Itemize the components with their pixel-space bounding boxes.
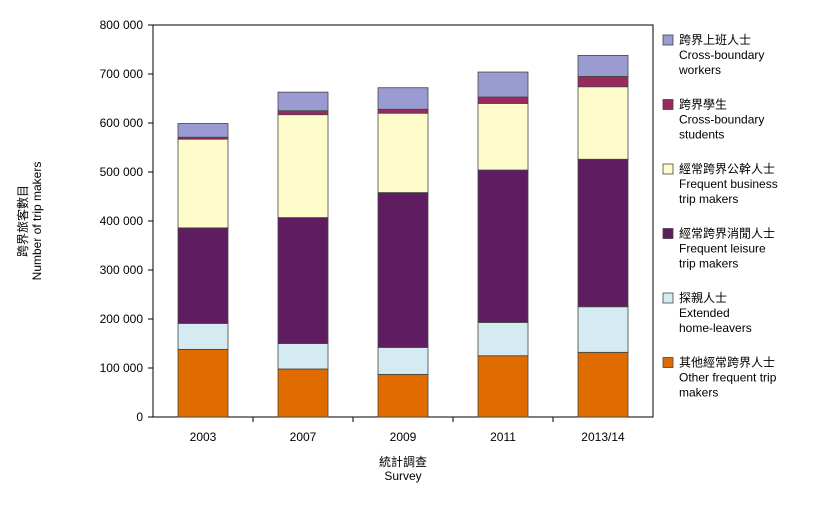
legend-label-series-5: 跨界上班人士 (679, 33, 751, 47)
y-tick-label: 0 (136, 410, 143, 424)
legend-label-series-2: Frequent leisure (679, 242, 766, 256)
bar-segment-2007-series-0 (277, 368, 329, 418)
bar-segment-2009-series-2 (377, 192, 429, 348)
x-tick-label: 2003 (190, 430, 217, 444)
bar-segment-2003-series-0 (177, 348, 229, 418)
bar-segment-2007-series-2 (277, 217, 329, 344)
legend-label-series-2: 經常跨界消閒人士 (679, 227, 775, 241)
legend-label-series-0: Other frequent trip (679, 371, 777, 385)
legend-label-series-1: Extended (679, 306, 730, 320)
y-axis-title-line: Number of trip makers (30, 162, 44, 281)
legend-swatch-series-5 (662, 34, 674, 46)
x-axis: 2003 2007 2009 2011 2013/14 (190, 417, 625, 444)
bar-segment-2009-series-0 (377, 373, 429, 418)
x-axis-title-line: Survey (384, 469, 421, 483)
legend-label-series-1: home-leavers (679, 321, 752, 335)
legend: 跨界上班人士Cross-boundaryworkers跨界學生Cross-bou… (662, 33, 778, 400)
bar-segment-2013-14-series-5 (577, 54, 629, 77)
bar-segment-2007-series-5 (277, 91, 329, 112)
y-tick-label: 300 000 (100, 263, 144, 277)
bar-segment-2003-series-2 (177, 227, 229, 324)
x-tick-label: 2007 (290, 430, 317, 444)
y-axis-title-line: 跨界旅客數目 (15, 185, 30, 257)
bar-segment-2013-14-series-3 (577, 86, 629, 160)
y-tick-label: 700 000 (100, 67, 144, 81)
legend-swatch-series-0 (662, 357, 674, 368)
y-axis: 0 100 000 200 000 300 000 400 000 500 000 600 … (100, 18, 153, 424)
bar-segment-2013-14-series-0 (577, 351, 629, 418)
legend-label-series-3: trip makers (679, 192, 738, 206)
legend-label-series-5: workers (678, 63, 721, 77)
legend-label-series-3: Frequent business (679, 177, 778, 191)
legend-label-series-1: 探親人士 (679, 291, 727, 305)
bar-segment-2011-series-0 (477, 355, 529, 418)
legend-label-series-4: 跨界學生 (679, 98, 727, 112)
y-tick-label: 100 000 (100, 361, 144, 375)
x-tick-label: 2013/14 (581, 430, 625, 444)
y-tick-label: 500 000 (100, 165, 144, 179)
legend-label-series-0: makers (679, 386, 718, 400)
legend-label-series-2: trip makers (679, 257, 738, 271)
y-tick-label: 600 000 (100, 116, 144, 130)
bar-segment-2009-series-5 (377, 87, 429, 110)
bar-segment-2007-series-3 (277, 114, 329, 218)
legend-label-series-4: Cross-boundary (679, 113, 764, 127)
legend-swatch-series-4 (662, 99, 674, 110)
bar-segment-2011-series-1 (477, 322, 529, 357)
x-axis-title-line: 統計調查 (379, 454, 427, 469)
x-tick-label: 2011 (490, 430, 516, 444)
legend-swatch-series-2 (662, 228, 674, 239)
bar-segment-2007-series-1 (277, 343, 329, 370)
legend-label-series-4: students (679, 128, 724, 142)
bar-segment-2009-series-4 (377, 108, 429, 114)
bar-segment-2013-14-series-1 (577, 306, 629, 353)
y-tick-label: 800 000 (100, 18, 144, 32)
bar-segment-2013-14-series-4 (577, 76, 629, 88)
y-tick-label: 400 000 (100, 214, 144, 228)
legend-swatch-series-1 (662, 292, 674, 304)
x-tick-label: 2009 (390, 430, 417, 444)
legend-label-series-3: 經常跨界公幹人士 (679, 161, 775, 176)
legend-label-series-0: 其他經常跨界人士 (679, 356, 775, 370)
bar-segment-2003-series-1 (177, 323, 229, 350)
legend-swatch-series-3 (662, 163, 674, 175)
bar-segment-2011-series-3 (477, 103, 529, 171)
y-tick-label: 200 000 (100, 312, 144, 326)
bar-segment-2011-series-4 (477, 96, 529, 104)
bar-segment-2007-series-4 (277, 110, 329, 116)
bars (177, 54, 629, 418)
bar-segment-2003-series-3 (177, 138, 229, 229)
bar-segment-2011-series-5 (477, 71, 529, 98)
bar-segment-2011-series-2 (477, 169, 529, 323)
legend-label-series-5: Cross-boundary (679, 48, 764, 62)
bar-segment-2009-series-1 (377, 347, 429, 375)
bar-segment-2013-14-series-2 (577, 158, 629, 308)
bar-segment-2009-series-3 (377, 112, 429, 193)
bar-segment-2003-series-5 (177, 123, 229, 138)
